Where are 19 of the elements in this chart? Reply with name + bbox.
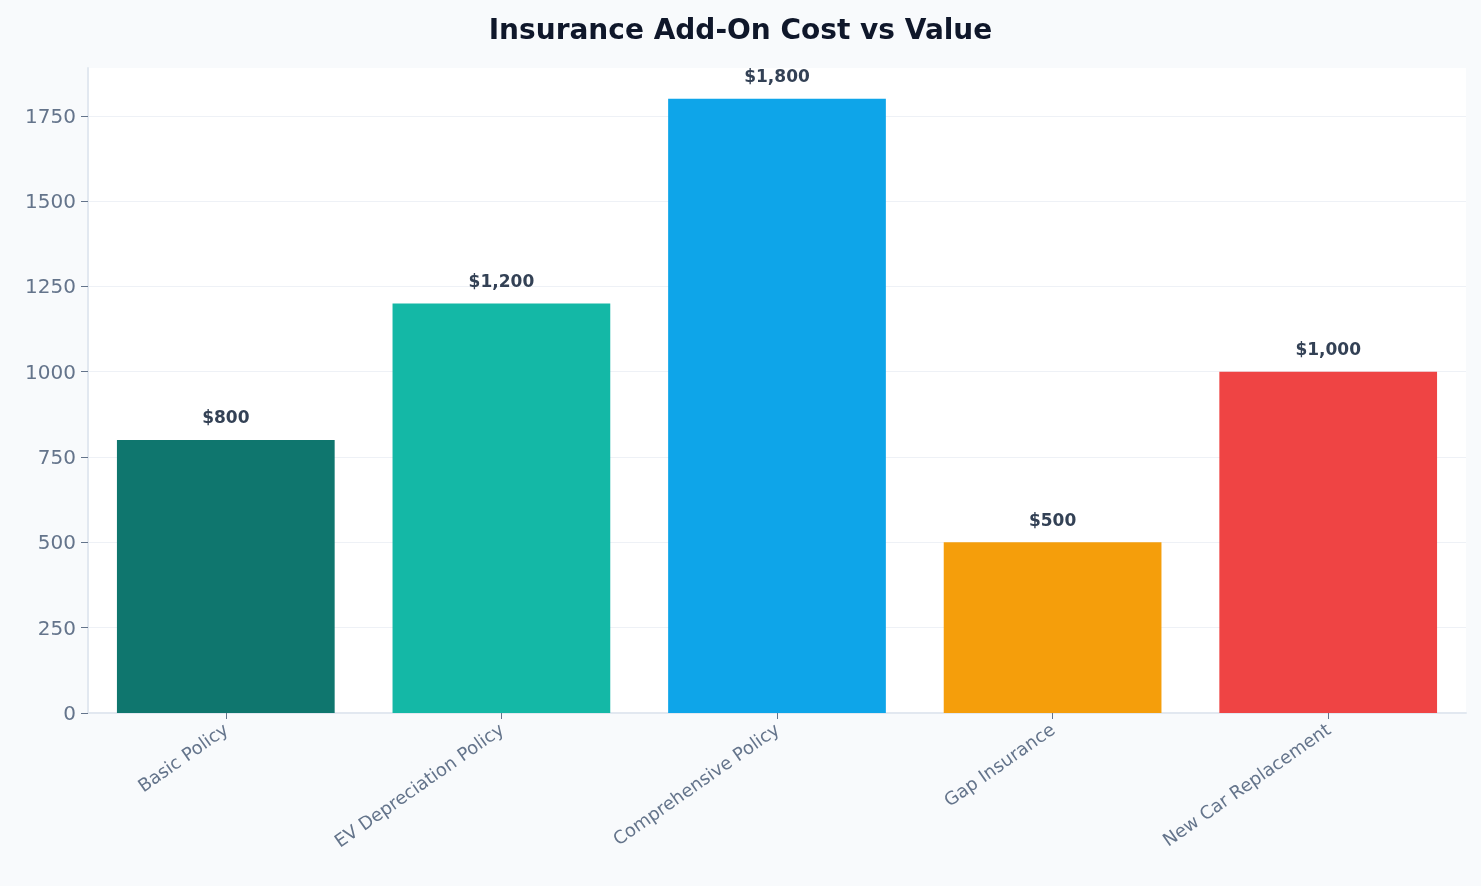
chart-title: Insurance Add-On Cost vs Value xyxy=(488,12,993,46)
data-label: $1,200 xyxy=(468,270,535,291)
data-label: $800 xyxy=(202,407,250,428)
y-tick-label: 1250 xyxy=(25,274,76,299)
y-tick-label: 1500 xyxy=(25,189,76,214)
bar xyxy=(943,542,1162,713)
y-tick-label: 250 xyxy=(37,615,76,640)
y-tick-label: 500 xyxy=(37,530,76,555)
y-tick-label: 1750 xyxy=(25,103,76,128)
data-label: $500 xyxy=(1028,509,1077,530)
bar xyxy=(392,303,611,713)
bar xyxy=(668,98,886,713)
bar xyxy=(116,439,335,713)
data-label: $1,800 xyxy=(744,66,810,87)
bar xyxy=(1219,371,1438,713)
y-tick-label: 750 xyxy=(37,445,76,470)
data-label: $1,000 xyxy=(1295,339,1362,360)
y-tick-label: 0 xyxy=(63,701,76,725)
y-tick-label: 1000 xyxy=(25,359,76,384)
